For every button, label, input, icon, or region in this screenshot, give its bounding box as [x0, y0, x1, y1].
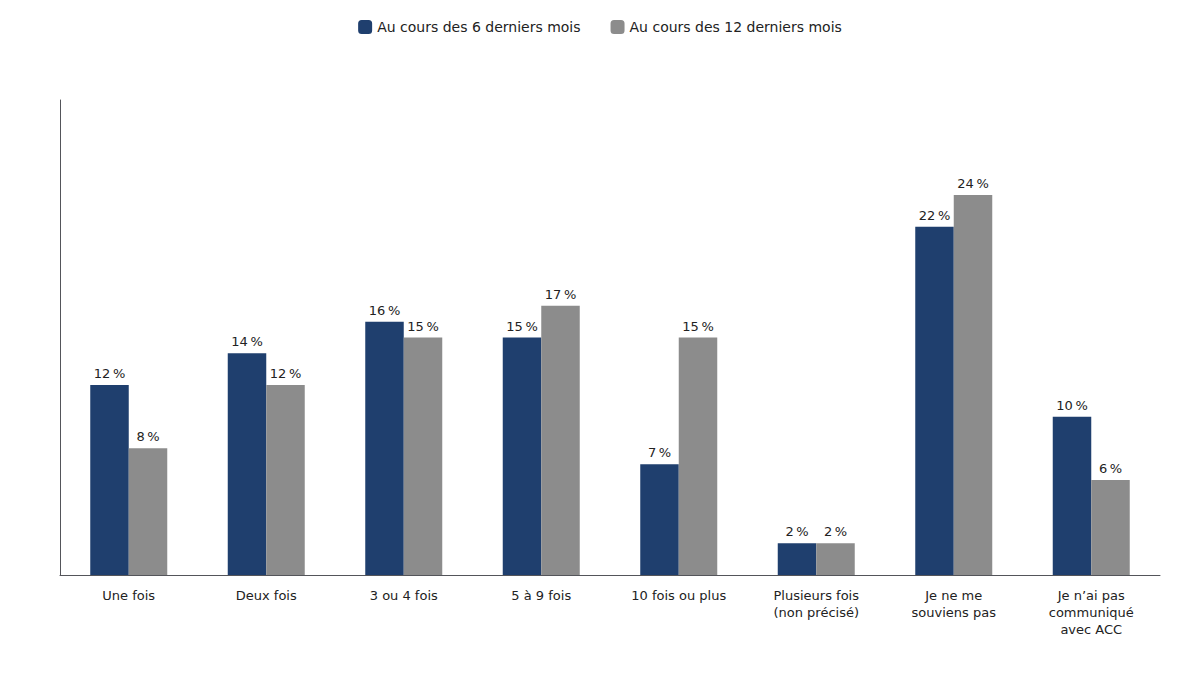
svg-text:2 %: 2 %	[824, 524, 847, 539]
svg-text:Je ne me: Je ne me	[924, 588, 982, 603]
svg-text:6 %: 6 %	[1099, 461, 1122, 476]
svg-text:Une fois: Une fois	[102, 588, 155, 603]
svg-text:22 %: 22 %	[919, 208, 951, 223]
svg-text:avec ACC: avec ACC	[1060, 622, 1122, 637]
svg-text:12 %: 12 %	[94, 366, 126, 381]
svg-text:15 %: 15 %	[407, 319, 439, 334]
svg-text:Je n’ai pas: Je n’ai pas	[1057, 588, 1125, 603]
svg-text:(non précisé): (non précisé)	[773, 605, 859, 620]
svg-text:15 %: 15 %	[682, 319, 714, 334]
svg-text:16 %: 16 %	[369, 303, 401, 318]
svg-text:12 %: 12 %	[270, 366, 302, 381]
svg-text:7 %: 7 %	[648, 445, 671, 460]
svg-text:Au cours des 6 derniers mois: Au cours des 6 derniers mois	[377, 19, 580, 35]
svg-text:17 %: 17 %	[545, 287, 577, 302]
svg-text:2 %: 2 %	[785, 524, 808, 539]
svg-text:10 fois ou plus: 10 fois ou plus	[631, 588, 726, 603]
svg-text:8 %: 8 %	[136, 429, 159, 444]
svg-text:15 %: 15 %	[506, 319, 538, 334]
svg-text:3 ou 4 fois: 3 ou 4 fois	[370, 588, 438, 603]
svg-text:Au cours des 12 derniers mois: Au cours des 12 derniers mois	[630, 19, 842, 35]
svg-text:14 %: 14 %	[231, 334, 263, 349]
svg-text:Deux fois: Deux fois	[236, 588, 297, 603]
svg-text:10 %: 10 %	[1056, 398, 1088, 413]
svg-text:souviens pas: souviens pas	[912, 605, 997, 620]
svg-text:5 à 9 fois: 5 à 9 fois	[511, 588, 571, 603]
svg-text:24 %: 24 %	[957, 176, 989, 191]
svg-text:communiqué: communiqué	[1049, 605, 1134, 620]
svg-text:Plusieurs fois: Plusieurs fois	[774, 588, 860, 603]
